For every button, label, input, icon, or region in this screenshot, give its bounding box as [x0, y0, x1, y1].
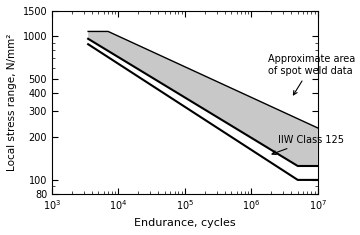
Y-axis label: Local stress range, N/mm²: Local stress range, N/mm² — [7, 34, 17, 171]
Polygon shape — [88, 31, 318, 166]
Text: IIW Class 125: IIW Class 125 — [272, 135, 344, 155]
X-axis label: Endurance, cycles: Endurance, cycles — [134, 218, 236, 228]
Text: Approximate area
of spot weld data: Approximate area of spot weld data — [268, 54, 356, 95]
